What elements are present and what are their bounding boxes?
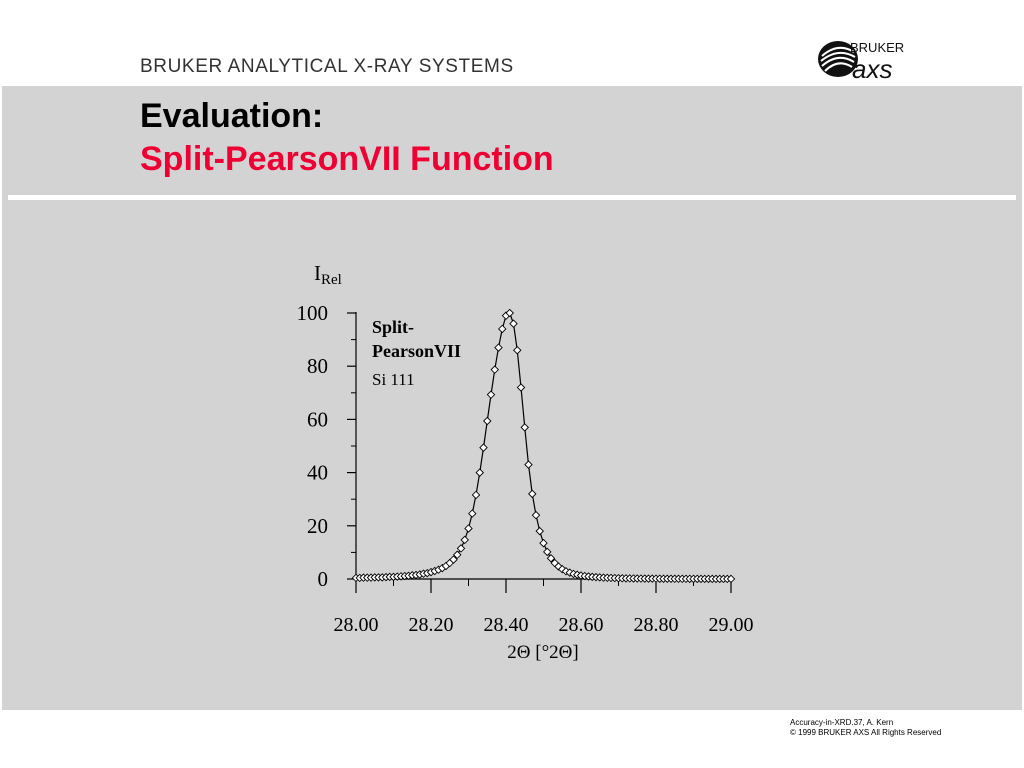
page-subtitle: Split-PearsonVII Function [140,140,554,178]
data-point [505,308,514,318]
page-title: Evaluation: [140,97,324,135]
data-point [543,547,552,557]
x-axis-label: 2Θ [°2Θ] [507,642,578,663]
y-tick-label: 0 [318,567,329,591]
svg-text:axs: axs [852,54,892,80]
y-tick-label: 80 [307,354,328,378]
data-point [498,324,507,334]
legend-line2: PearsonVII [372,341,461,361]
data-point [539,538,548,548]
data-point [460,535,469,545]
data-point [449,555,458,564]
footer: Accuracy-in-XRD.37, A. Kern © 1999 BRUKE… [790,718,941,738]
data-point [531,510,541,520]
data-point [726,574,736,584]
data-point [546,554,556,563]
data-point [516,383,526,392]
footer-line1: Accuracy-in-XRD.37, A. Kern [790,718,894,727]
svg-text:BRUKER: BRUKER [850,40,904,55]
data-point [456,544,466,553]
content-panel [2,86,1022,710]
x-tick-label: 28.80 [634,614,679,636]
logo-swirl-icon [818,41,858,77]
y-tick-label: 40 [307,461,328,485]
data-point [464,524,473,533]
y-tick-label: 20 [307,514,328,538]
data-point [535,526,544,536]
data-point [483,416,492,426]
data-point [475,468,484,477]
split-pearson-chart: 0 20 40 60 80 100 28.00 28.20 28.40 28.60 28.80 29… [297,261,754,663]
y-tick-label: 100 [297,301,329,325]
y-axis-label: IRel [314,261,342,288]
x-tick-label: 28.60 [559,614,604,636]
company-name: BRUKER ANALYTICAL X-RAY SYSTEMS [140,56,514,77]
title-divider [8,195,1016,200]
footer-line2: © 1999 BRUKER AXS All Rights Reserved [790,728,942,737]
data-point [524,460,533,469]
data-point [471,490,481,500]
data-point [486,390,496,399]
legend-line1: Split- [372,317,414,337]
data-point [494,343,503,352]
x-tick-label: 28.20 [409,614,454,636]
data-point [479,443,488,452]
x-tick-label: 29.00 [709,614,754,636]
bruker-axs-logo: BRUKER axs [818,40,904,80]
data-point [513,346,522,355]
data-point [453,550,462,560]
y-tick-label: 60 [307,407,328,431]
x-tick-label: 28.40 [484,614,529,636]
legend-line3: Si 111 [372,370,415,389]
data-point [509,319,518,328]
data-point [468,509,477,518]
data-point [490,365,499,374]
x-tick-label: 28.00 [334,614,379,636]
data-point [528,489,537,499]
data-point [520,423,529,432]
